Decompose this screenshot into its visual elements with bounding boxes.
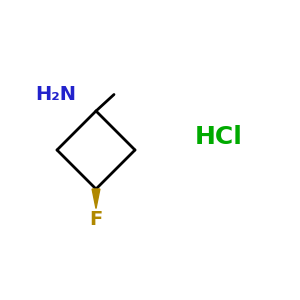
Polygon shape: [92, 189, 100, 208]
Text: F: F: [89, 210, 103, 230]
Text: H₂N: H₂N: [35, 85, 76, 104]
Text: HCl: HCl: [195, 124, 243, 148]
